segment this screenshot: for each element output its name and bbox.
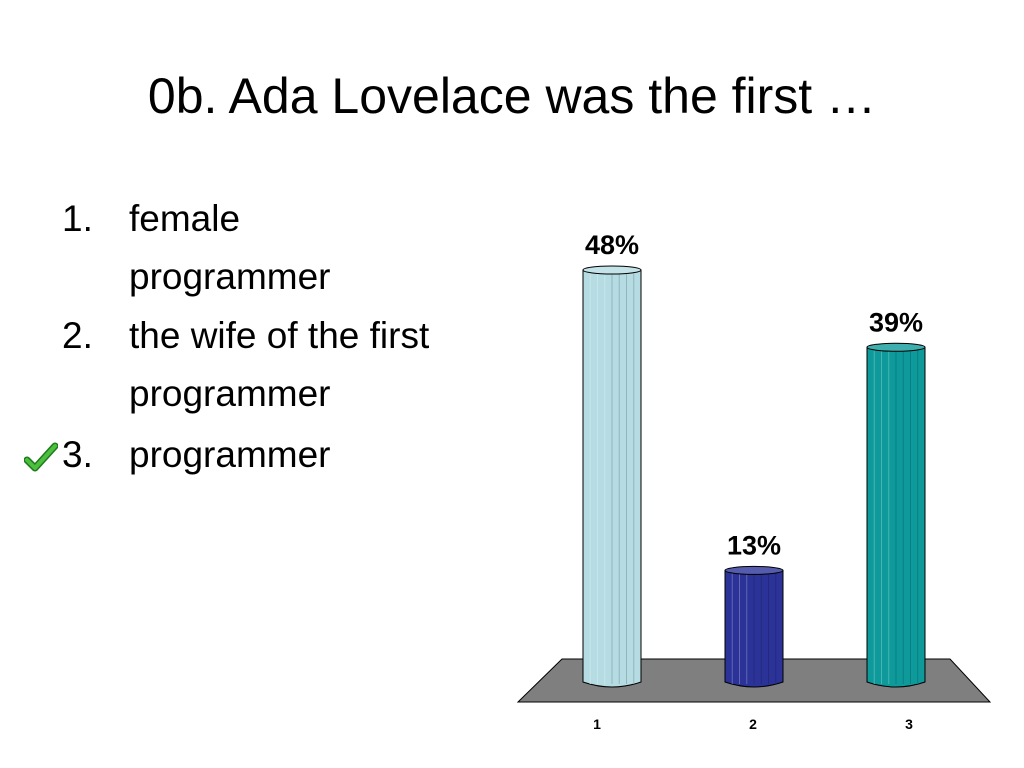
checkmark-icon	[24, 442, 58, 472]
chart-bars	[582, 265, 926, 688]
option-text-line2: programmer	[129, 256, 331, 297]
chart-tick-labels: 1 2 3	[593, 716, 913, 732]
x-tick-label-1: 1	[593, 716, 601, 732]
bar-2	[724, 565, 784, 688]
slide-title: 0b. Ada Lovelace was the first …	[147, 68, 877, 124]
option-text: female programmer	[129, 190, 529, 306]
chart-data-labels: 48% 13% 39%	[585, 230, 923, 560]
option-text-line2: programmer	[129, 373, 331, 414]
bar-1	[582, 265, 642, 688]
option-number: 1.	[62, 198, 93, 239]
data-label-2: 13%	[727, 530, 781, 560]
option-text-line1: programmer	[129, 434, 331, 475]
bar-3	[866, 342, 926, 688]
option-text: the wife of the first programmer	[129, 307, 529, 423]
x-tick-label-3: 3	[905, 716, 913, 732]
data-label-1: 48%	[585, 230, 639, 260]
option-number: 2.	[62, 315, 93, 356]
option-text: programmer	[129, 426, 529, 484]
option-text-line1: the wife of the first	[129, 315, 430, 356]
option-number: 3.	[62, 434, 93, 475]
data-label-3: 39%	[869, 307, 923, 337]
x-tick-label-2: 2	[749, 716, 757, 732]
option-text-line1: female	[129, 198, 241, 239]
